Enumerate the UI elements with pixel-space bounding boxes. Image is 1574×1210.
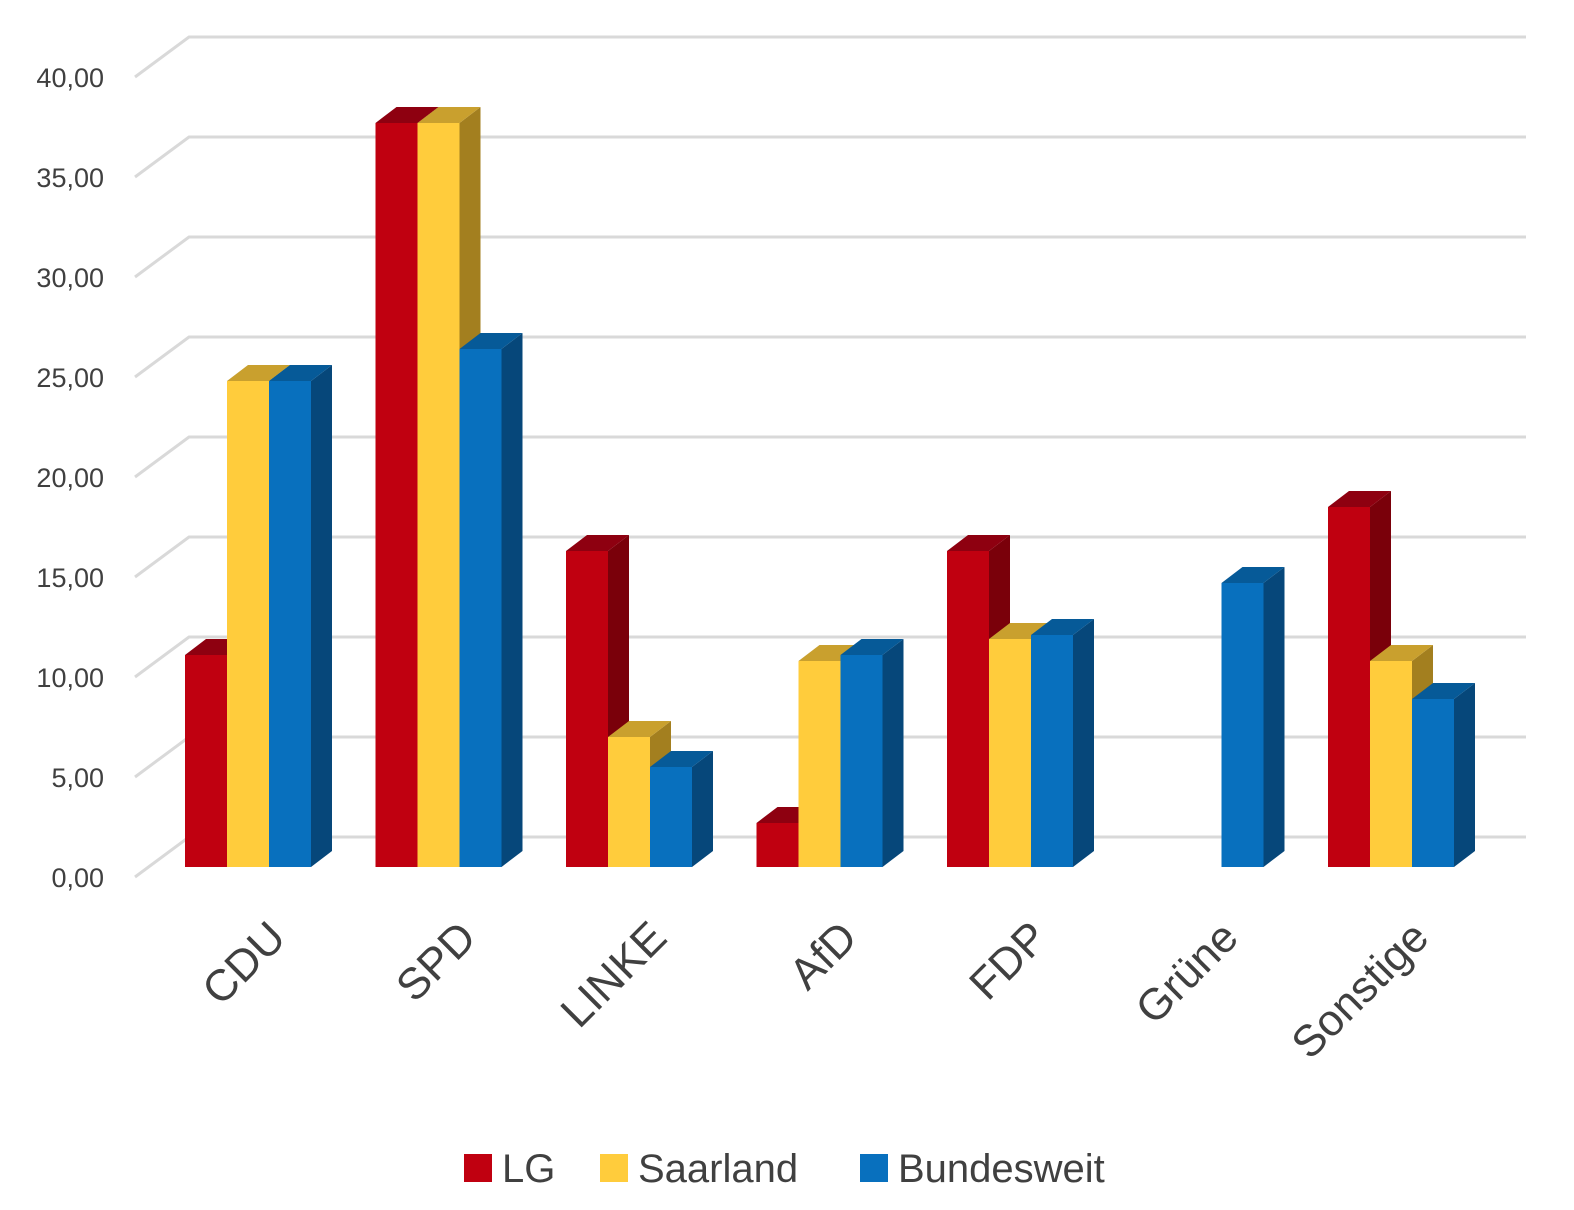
y-tick-label: 40,00: [36, 63, 104, 93]
bar-side: [1073, 619, 1094, 867]
bar-front: [566, 551, 608, 867]
y-tick-label: 15,00: [36, 563, 104, 593]
legend-swatch: [860, 1154, 888, 1182]
gridline: [134, 535, 1526, 579]
y-tick-label: 0,00: [51, 863, 104, 893]
bar-side: [311, 365, 332, 867]
bar-front: [1412, 699, 1454, 867]
bar: [459, 333, 523, 867]
x-tick-label: Grüne: [1126, 912, 1247, 1033]
y-tick-label: 10,00: [36, 663, 104, 693]
bar: [1412, 683, 1475, 867]
x-tick-label: FDP: [960, 912, 1057, 1009]
bar: [840, 639, 904, 867]
gridline: [134, 35, 1526, 79]
bar: [650, 751, 713, 867]
bar: [1031, 619, 1094, 867]
x-axis: CDU SPD LINKE AfD FDP Grüne Sonstige: [193, 912, 1438, 1068]
y-tick-label: 20,00: [36, 463, 104, 493]
gridline: [134, 435, 1526, 479]
legend-swatch: [464, 1154, 492, 1182]
bar: [1221, 567, 1285, 867]
y-tick-label: 25,00: [36, 363, 104, 393]
bar-front: [798, 661, 841, 867]
bar-top: [1412, 683, 1475, 699]
legend-label: Bundesweit: [898, 1147, 1105, 1191]
bar-side: [1454, 683, 1475, 867]
bar-front: [989, 639, 1031, 867]
bar-side: [501, 333, 523, 867]
x-tick-label: AfD: [780, 912, 867, 999]
gridline: [134, 235, 1526, 279]
y-axis: 0,00 5,00 10,00 15,00 20,00 25,00 30,00 35,00 40…: [36, 63, 104, 893]
y-tick-label: 30,00: [36, 263, 104, 293]
bar-top: [1221, 567, 1285, 583]
bar: [947, 535, 1010, 867]
bar-front: [1370, 661, 1412, 867]
bar-front: [1221, 583, 1264, 867]
bar-top: [269, 365, 332, 381]
bar-front: [650, 767, 692, 867]
bar-front: [1031, 635, 1073, 867]
bar-top: [1328, 491, 1391, 507]
bar-front: [459, 349, 502, 867]
bars-layer: [185, 107, 1475, 867]
x-tick-label: SPD: [387, 912, 486, 1011]
bar-top: [459, 333, 523, 349]
bar-side: [882, 639, 904, 867]
bar: [269, 365, 332, 867]
gridline: [134, 335, 1526, 379]
gridline: [134, 135, 1526, 179]
grid-layer: [134, 35, 1526, 879]
bar-front: [227, 381, 269, 867]
bar-front: [1328, 507, 1370, 867]
legend: LG Saarland Bundesweit: [464, 1147, 1105, 1191]
bar-top: [566, 535, 629, 551]
bar-front: [269, 381, 311, 867]
x-tick-label: Sonstige: [1282, 912, 1438, 1068]
bar-front: [185, 655, 227, 867]
bar-front: [375, 123, 418, 867]
bar-top: [1031, 619, 1094, 635]
legend-label: LG: [502, 1147, 555, 1191]
legend-swatch: [600, 1154, 628, 1182]
x-tick-label: CDU: [193, 912, 295, 1014]
bar-top: [650, 751, 713, 767]
bar-top: [840, 639, 904, 655]
bar-top: [1370, 645, 1433, 661]
legend-item: Bundesweit: [860, 1147, 1105, 1191]
bar-front: [417, 123, 460, 867]
legend-item: Saarland: [600, 1147, 798, 1191]
bar-top: [608, 721, 671, 737]
legend-label: Saarland: [638, 1147, 798, 1191]
bar-top: [417, 107, 481, 123]
x-tick-label: LINKE: [551, 912, 676, 1037]
bar-side: [1263, 567, 1285, 867]
bar-front: [756, 823, 799, 867]
legend-item: LG: [464, 1147, 555, 1191]
bar-front: [947, 551, 989, 867]
bar-side: [692, 751, 713, 867]
bar-front: [840, 655, 883, 867]
y-tick-label: 35,00: [36, 163, 104, 193]
bar-top: [947, 535, 1010, 551]
bar-front: [608, 737, 650, 867]
y-tick-label: 5,00: [51, 763, 104, 793]
